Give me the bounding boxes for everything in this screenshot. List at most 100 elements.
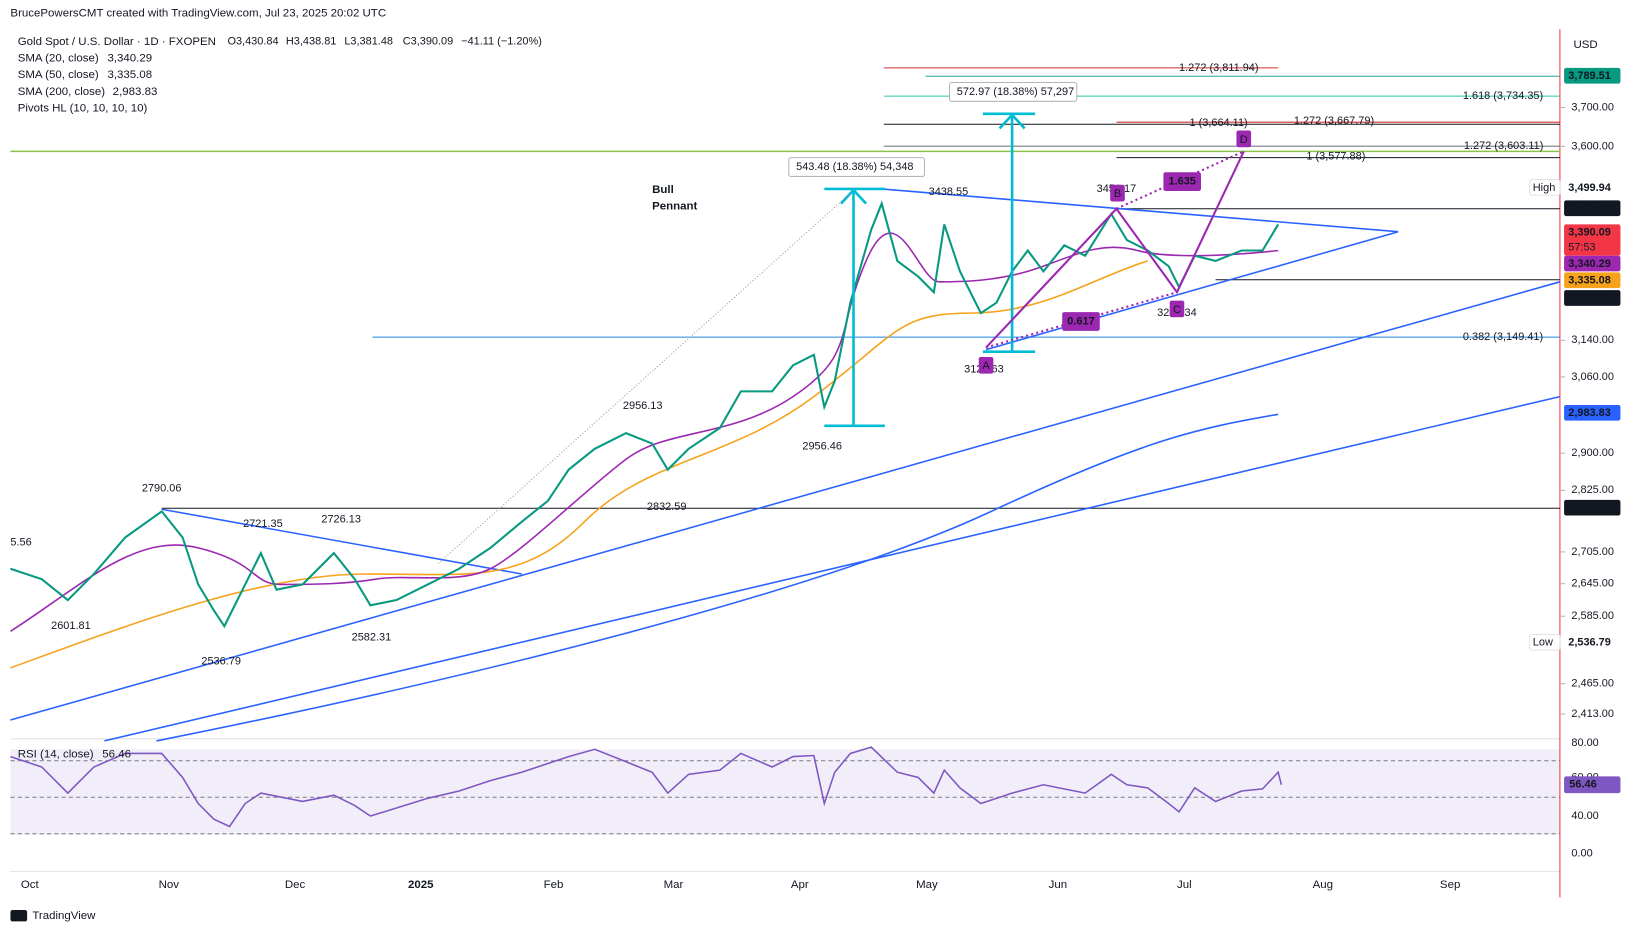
- y-tick-label: 3,600.00: [1571, 140, 1614, 152]
- level-label: 1 (3,664.11): [1190, 117, 1248, 129]
- x-tick-label: Jul: [1177, 879, 1192, 891]
- sma-20: [10, 232, 1279, 633]
- x-tick-label: Oct: [21, 879, 40, 891]
- note-box: [1529, 179, 1561, 196]
- pivot-label: 2956.46: [802, 441, 842, 453]
- point-label: C: [1173, 304, 1181, 316]
- measure-arrow: [840, 188, 867, 205]
- measure-arrow: [998, 112, 1026, 130]
- point-badge: [1169, 300, 1185, 318]
- price-tag-label: 3,282.70: [1568, 292, 1611, 304]
- label: 3,340.29: [107, 53, 152, 65]
- measure-label: 543.48 (18.38%) 54,348: [796, 161, 913, 173]
- price-tag: [1564, 224, 1621, 256]
- price-tag-label: 2,983.83: [1568, 407, 1611, 419]
- price-tag-label: 3,335.08: [1568, 275, 1611, 287]
- pivot-label: 5.56: [10, 537, 31, 549]
- x-tick-label: Aug: [1313, 879, 1333, 891]
- sma-50: [10, 260, 1148, 669]
- label: 56.46: [102, 749, 131, 761]
- rsi-tick-label: 0.00: [1571, 848, 1592, 860]
- x-tick-label: 2025: [408, 879, 434, 891]
- point-badge: [1236, 130, 1252, 148]
- trend-line: [104, 395, 1561, 742]
- rsi-band: [10, 749, 1560, 835]
- rsi-tag-label: 56.46: [1569, 779, 1596, 791]
- point-label: B: [1114, 188, 1121, 200]
- x-tick-label: Sep: [1440, 879, 1460, 891]
- label: SMA (200, close): [18, 86, 106, 98]
- label: C3,390.09: [403, 36, 453, 48]
- price-tag-label: 3,451.17: [1568, 203, 1611, 215]
- y-tick-label: 2,705.00: [1571, 546, 1614, 558]
- level-label: 0.382 (3,149.41): [1463, 331, 1543, 343]
- ratio-badge: [1062, 312, 1100, 331]
- x-tick-label: Mar: [664, 879, 684, 891]
- y-tick-label: 3,700.00: [1571, 101, 1614, 113]
- logo-icon: [10, 909, 28, 922]
- price-tag: [1564, 499, 1621, 516]
- price-tag: [1564, 67, 1621, 84]
- rsi-line: [10, 746, 1283, 828]
- level-label: 1.272 (3,603.11): [1464, 140, 1543, 152]
- trend-line: [161, 508, 522, 575]
- abcd-pattern: [985, 150, 1245, 349]
- price-tag: [1564, 272, 1621, 289]
- label: L3,381.48: [344, 36, 393, 48]
- trend-line: [10, 281, 1561, 721]
- label: Gold Spot / U.S. Dollar · 1D · FXOPEN: [18, 36, 216, 48]
- pivot-label: 2582.31: [352, 632, 392, 644]
- price-tag-label: 3,789.51: [1568, 70, 1611, 82]
- y-tick-label: 2,645.00: [1571, 578, 1614, 590]
- measure-box: [948, 81, 1078, 102]
- price-tag: [1564, 290, 1621, 306]
- y-tick-label: 3,060.00: [1571, 371, 1614, 383]
- rsi-tick-label: 40.00: [1571, 810, 1598, 822]
- price-tag-label: 3,499.94: [1568, 182, 1611, 194]
- label: 3,335.08: [107, 69, 152, 81]
- label: SMA (20, close): [18, 53, 99, 65]
- level-label: 1.272 (3,811.94): [1179, 62, 1258, 74]
- y-tick-label: 2,900.00: [1571, 447, 1614, 459]
- label: Pivots HL (10, 10, 10, 10): [18, 103, 148, 115]
- x-tick-label: Nov: [159, 879, 180, 891]
- x-tick-label: Jun: [1049, 879, 1068, 891]
- label: O3,430.84: [227, 36, 278, 48]
- measure-label: 572.97 (18.38%) 57,297: [957, 86, 1074, 98]
- level-label: 1 (3,577.88): [1306, 150, 1365, 162]
- y-tick-label: 2,825.00: [1571, 484, 1614, 496]
- sma-200: [156, 413, 1279, 742]
- pivot-label: 2601.81: [51, 620, 91, 632]
- level-label: 1.272 (3,667.79): [1294, 115, 1374, 127]
- label: 57:53: [1568, 241, 1595, 253]
- y-tick-label: 2,585.00: [1571, 610, 1614, 622]
- pivot-label: 2790.06: [142, 482, 182, 494]
- point-label: A: [982, 360, 990, 372]
- y-tick-label: 2,465.00: [1571, 678, 1614, 690]
- label: −41.11 (−1.20%): [461, 36, 542, 48]
- pivot-label: 2721.35: [243, 518, 283, 530]
- price-tag: [1564, 200, 1621, 217]
- x-tick-label: May: [916, 879, 938, 891]
- price-tag: [1563, 633, 1621, 651]
- price-tag-label: 3,390.09: [1568, 227, 1611, 239]
- point-badge: [978, 356, 994, 374]
- x-tick-label: Feb: [544, 879, 564, 891]
- label: RSI (14, close): [18, 749, 94, 761]
- pivot-label: 2832.59: [647, 501, 687, 513]
- pivot-label: 2956.13: [623, 400, 663, 412]
- label: SMA (50, close): [18, 69, 99, 81]
- ratio-label: 1.635: [1169, 176, 1196, 188]
- label: USD: [1573, 39, 1597, 51]
- ratio-label: 0.617: [1067, 315, 1094, 327]
- pivot-label: 2726.13: [321, 514, 361, 526]
- note-box: [1529, 633, 1561, 651]
- trend-line: [985, 230, 1399, 351]
- price-tag-label: 2,790.06: [1568, 502, 1611, 514]
- label: BrucePowersCMT created with TradingView.…: [10, 8, 386, 20]
- pivot-label: 2536.79: [201, 656, 241, 668]
- label: 2,983.83: [113, 86, 158, 98]
- price-tag: [1563, 179, 1621, 196]
- price-tag: [1564, 404, 1621, 421]
- label: Low: [1533, 637, 1553, 649]
